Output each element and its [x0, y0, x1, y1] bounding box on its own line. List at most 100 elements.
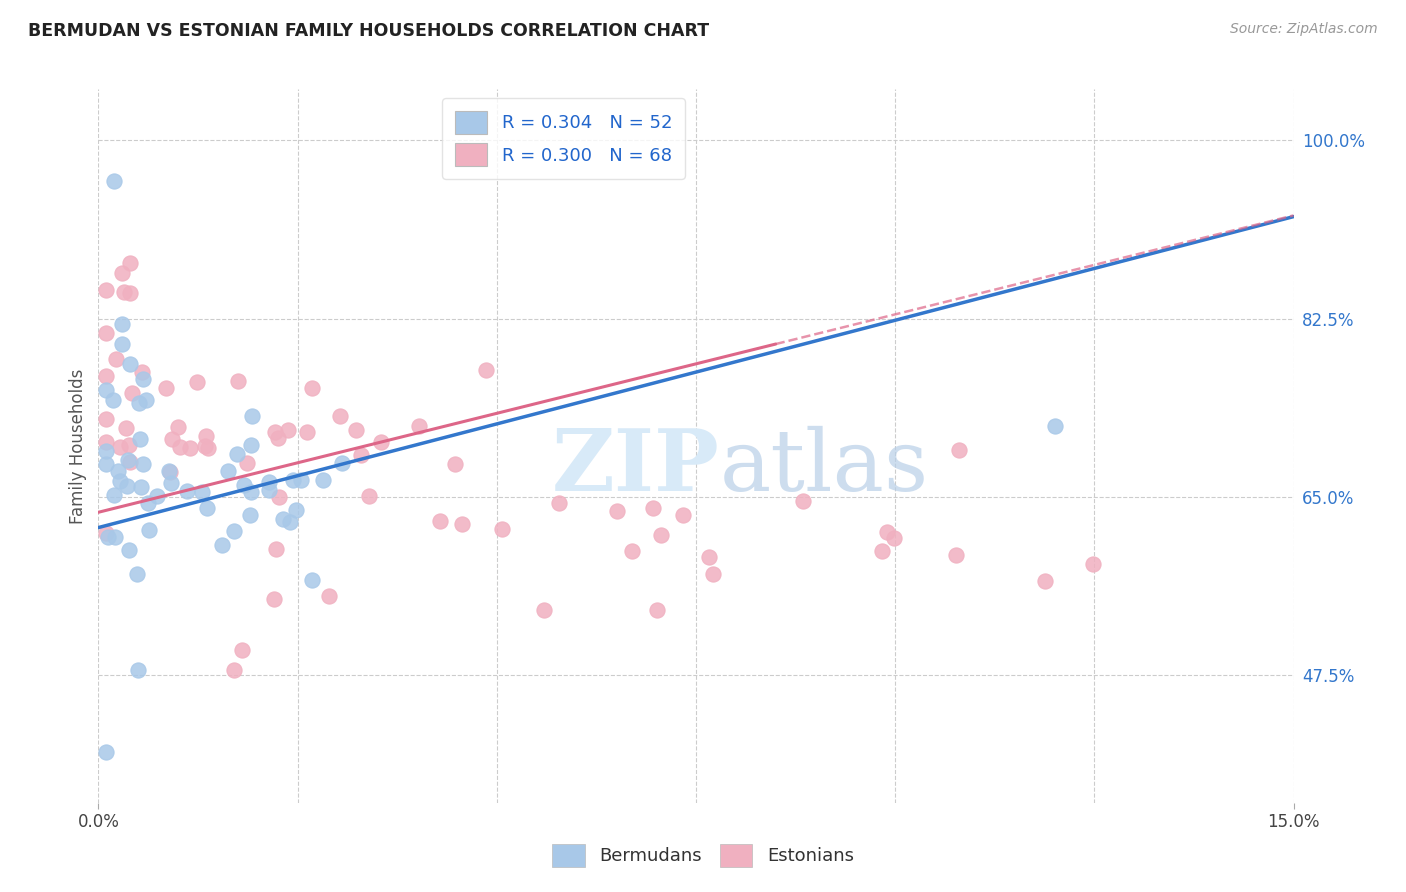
- Point: [117, 479, 139, 493]
- Point: [285, 503, 308, 517]
- Point: [475, 362, 498, 376]
- Point: [101, 392, 124, 407]
- Point: [281, 473, 304, 487]
- Point: [103, 174, 125, 188]
- Point: [697, 549, 720, 564]
- Point: [125, 566, 148, 581]
- Text: ZIP: ZIP: [553, 425, 720, 509]
- Point: [159, 465, 181, 479]
- Point: [217, 464, 239, 478]
- Point: [277, 423, 299, 437]
- Point: [792, 494, 814, 508]
- Point: [194, 429, 217, 443]
- Point: [311, 473, 333, 487]
- Point: [121, 386, 143, 401]
- Point: [240, 438, 263, 452]
- Point: [103, 488, 125, 502]
- Point: [267, 491, 290, 505]
- Point: [239, 508, 262, 523]
- Point: [96, 526, 118, 541]
- Point: [197, 441, 219, 455]
- Point: [128, 432, 150, 446]
- Point: [271, 512, 294, 526]
- Point: [136, 496, 159, 510]
- Point: [146, 489, 169, 503]
- Point: [876, 525, 898, 540]
- Point: [186, 375, 208, 389]
- Text: atlas: atlas: [720, 425, 929, 509]
- Y-axis label: Family Households: Family Households: [69, 368, 87, 524]
- Point: [117, 452, 139, 467]
- Point: [179, 441, 201, 455]
- Point: [132, 372, 155, 386]
- Point: [349, 448, 371, 462]
- Point: [1043, 418, 1066, 433]
- Point: [191, 485, 214, 500]
- Point: [948, 442, 970, 457]
- Point: [107, 464, 129, 478]
- Point: [444, 457, 467, 471]
- Point: [194, 439, 217, 453]
- Point: [1081, 557, 1104, 571]
- Point: [264, 425, 287, 440]
- Point: [290, 474, 312, 488]
- Point: [211, 538, 233, 552]
- Point: [112, 285, 135, 300]
- Point: [329, 409, 352, 423]
- Point: [128, 396, 150, 410]
- Point: [105, 351, 128, 366]
- Point: [176, 483, 198, 498]
- Point: [344, 423, 367, 437]
- Point: [96, 283, 118, 297]
- Point: [108, 475, 131, 489]
- Point: [318, 589, 340, 603]
- Point: [108, 441, 131, 455]
- Point: [702, 567, 724, 582]
- Point: [408, 418, 430, 433]
- Point: [236, 456, 259, 470]
- Point: [120, 255, 142, 269]
- Point: [169, 440, 191, 454]
- Point: [370, 435, 392, 450]
- Point: [1033, 574, 1056, 588]
- Point: [645, 603, 668, 617]
- Point: [330, 456, 353, 470]
- Point: [533, 603, 555, 617]
- Point: [111, 317, 134, 331]
- Point: [222, 663, 245, 677]
- Point: [224, 524, 246, 539]
- Legend: R = 0.304   N = 52, R = 0.300   N = 68: R = 0.304 N = 52, R = 0.300 N = 68: [441, 98, 685, 179]
- Point: [240, 484, 263, 499]
- Point: [547, 496, 569, 510]
- Point: [266, 431, 288, 445]
- Point: [118, 542, 141, 557]
- Point: [96, 369, 118, 384]
- Point: [104, 530, 127, 544]
- Point: [120, 455, 142, 469]
- Point: [297, 425, 319, 439]
- Point: [155, 381, 177, 395]
- Point: [231, 643, 253, 657]
- Text: Source: ZipAtlas.com: Source: ZipAtlas.com: [1230, 22, 1378, 37]
- Point: [96, 326, 118, 340]
- Point: [606, 504, 628, 518]
- Point: [167, 419, 190, 434]
- Point: [111, 337, 134, 351]
- Point: [131, 480, 153, 494]
- Point: [138, 523, 160, 537]
- Point: [240, 409, 263, 423]
- Point: [96, 435, 118, 450]
- Point: [195, 500, 218, 515]
- Point: [226, 374, 249, 388]
- Point: [131, 457, 153, 471]
- Point: [301, 573, 323, 587]
- Point: [127, 663, 149, 677]
- Point: [450, 516, 472, 531]
- Point: [226, 447, 249, 461]
- Point: [96, 530, 118, 544]
- Point: [96, 383, 118, 397]
- Point: [620, 543, 643, 558]
- Point: [135, 393, 157, 408]
- Point: [883, 532, 905, 546]
- Point: [643, 500, 665, 515]
